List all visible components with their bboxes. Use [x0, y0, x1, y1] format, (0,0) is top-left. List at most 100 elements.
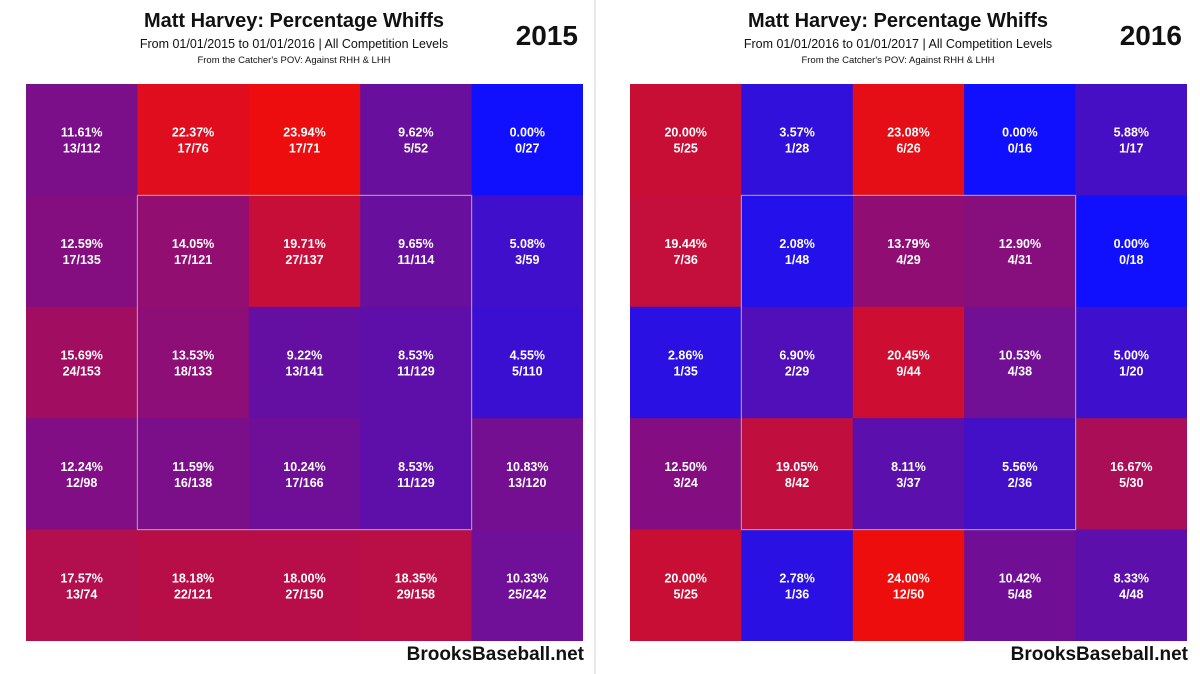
heatmap-cell	[741, 418, 854, 531]
cell-percentage-label: 5.00%	[1114, 349, 1149, 363]
heatmap-cell	[630, 195, 742, 308]
cell-percentage-label: 5.56%	[1002, 460, 1037, 474]
cell-count-label: 17/76	[177, 142, 208, 156]
cell-percentage-label: 15.69%	[60, 349, 102, 363]
heatmap-cell	[26, 195, 138, 308]
heatmap-panel-2016: Matt Harvey: Percentage Whiffs From 01/0…	[604, 0, 1192, 674]
cell-percentage-label: 22.37%	[172, 126, 214, 140]
cell-count-label: 7/36	[674, 253, 698, 267]
heatmap-cell	[248, 418, 361, 531]
pov-note: From the Catcher's POV: Against RHH & LH…	[197, 55, 391, 66]
cell-percentage-label: 23.94%	[283, 126, 325, 140]
heatmap-cell	[964, 306, 1077, 419]
cell-count-label: 12/50	[893, 587, 924, 601]
heatmap-cell	[852, 529, 965, 641]
heatmap-cell	[964, 529, 1077, 641]
cell-percentage-label: 6.90%	[779, 349, 814, 363]
heatmap-cell	[630, 84, 742, 196]
heatmap-cell	[26, 529, 138, 641]
cell-count-label: 25/242	[508, 587, 546, 601]
cell-count-label: 1/35	[674, 365, 698, 379]
cell-count-label: 24/153	[63, 365, 101, 379]
cell-count-label: 4/29	[896, 253, 920, 267]
cell-percentage-label: 8.53%	[398, 349, 433, 363]
cell-count-label: 0/27	[515, 142, 539, 156]
cell-count-label: 17/166	[285, 476, 323, 490]
heatmap-grid: 20.00% 5/25 3.57% 1/28 23.08% 6/26 0.00% 0/16 5.…	[630, 84, 1187, 641]
heatmap-cell	[964, 195, 1077, 308]
cell-percentage-label: 8.33%	[1114, 571, 1149, 585]
cell-percentage-label: 5.08%	[510, 237, 545, 251]
heatmap-cell	[630, 418, 742, 531]
chart-title: Matt Harvey: Percentage Whiffs	[747, 10, 1049, 32]
cell-count-label: 0/18	[1119, 253, 1143, 267]
cell-percentage-label: 5.88%	[1114, 126, 1149, 140]
heatmap-cell	[852, 195, 965, 308]
cell-percentage-label: 20.45%	[887, 349, 929, 363]
panel-divider	[594, 0, 596, 674]
heatmap-cell	[1075, 529, 1187, 641]
heatmap-cell	[248, 529, 361, 641]
cell-percentage-label: 2.08%	[779, 237, 814, 251]
cell-count-label: 22/121	[174, 587, 212, 601]
heatmap-cell	[471, 84, 583, 196]
cell-percentage-label: 18.18%	[172, 571, 214, 585]
heatmap-svg: 11.61% 13/112 22.37% 17/76 23.94% 17/71 9.62% 5…	[26, 84, 583, 641]
heatmap-cell	[471, 306, 583, 419]
heatmap-cell	[741, 84, 854, 196]
cell-percentage-label: 12.24%	[60, 460, 102, 474]
cell-percentage-label: 10.83%	[506, 460, 548, 474]
cell-count-label: 5/52	[404, 142, 428, 156]
heatmap-cell	[26, 418, 138, 531]
heatmap-cell	[360, 306, 473, 419]
chart-title: Matt Harvey: Percentage Whiffs	[143, 10, 445, 32]
heatmap-cell	[137, 306, 250, 419]
cell-count-label: 4/38	[1008, 365, 1032, 379]
heatmap-cell	[137, 529, 250, 641]
cell-percentage-label: 11.59%	[172, 460, 214, 474]
cell-percentage-label: 23.08%	[887, 126, 929, 140]
cell-percentage-label: 24.00%	[887, 571, 929, 585]
cell-percentage-label: 20.00%	[664, 126, 706, 140]
heatmap-cell	[1075, 306, 1187, 419]
heatmap-cell	[1075, 418, 1187, 531]
cell-count-label: 5/25	[674, 142, 698, 156]
heatmap-cell	[26, 306, 138, 419]
cell-percentage-label: 9.62%	[398, 126, 433, 140]
cell-count-label: 1/48	[785, 253, 809, 267]
cell-count-label: 5/25	[674, 587, 698, 601]
cell-percentage-label: 0.00%	[510, 126, 545, 140]
cell-count-label: 13/120	[508, 476, 546, 490]
cell-percentage-label: 8.53%	[398, 460, 433, 474]
cell-percentage-label: 12.50%	[664, 460, 706, 474]
cell-percentage-label: 0.00%	[1002, 126, 1037, 140]
source-credit: BrooksBaseball.net	[1010, 644, 1188, 665]
heatmap-cell	[1075, 84, 1187, 196]
cell-percentage-label: 11.61%	[61, 126, 103, 140]
cell-percentage-label: 3.57%	[779, 126, 814, 140]
heatmap-cell	[471, 529, 583, 641]
heatmap-cell	[26, 84, 138, 196]
cell-count-label: 11/129	[397, 365, 435, 379]
heatmap-cell	[852, 418, 965, 531]
cell-percentage-label: 2.78%	[779, 571, 814, 585]
cell-percentage-label: 10.33%	[506, 571, 548, 585]
cell-percentage-label: 2.86%	[668, 349, 703, 363]
heatmap-cell	[248, 306, 361, 419]
chart-subtitle: From 01/01/2015 to 01/01/2016 | All Comp…	[139, 37, 449, 51]
cell-percentage-label: 0.00%	[1114, 237, 1149, 251]
heatmap-cell	[360, 84, 473, 196]
heatmap-cell	[360, 195, 473, 308]
heatmap-cell	[852, 84, 965, 196]
cell-count-label: 1/28	[785, 142, 809, 156]
cell-count-label: 13/74	[66, 587, 97, 601]
heatmap-cell	[471, 418, 583, 531]
cell-count-label: 1/20	[1119, 365, 1143, 379]
cell-percentage-label: 13.53%	[172, 349, 214, 363]
cell-percentage-label: 19.44%	[664, 237, 706, 251]
strike-zone-outline	[740, 194, 1077, 531]
cell-count-label: 2/36	[1008, 476, 1032, 490]
heatmap-cell	[248, 195, 361, 308]
cell-count-label: 5/48	[1008, 587, 1032, 601]
heatmap-cell	[471, 195, 583, 308]
